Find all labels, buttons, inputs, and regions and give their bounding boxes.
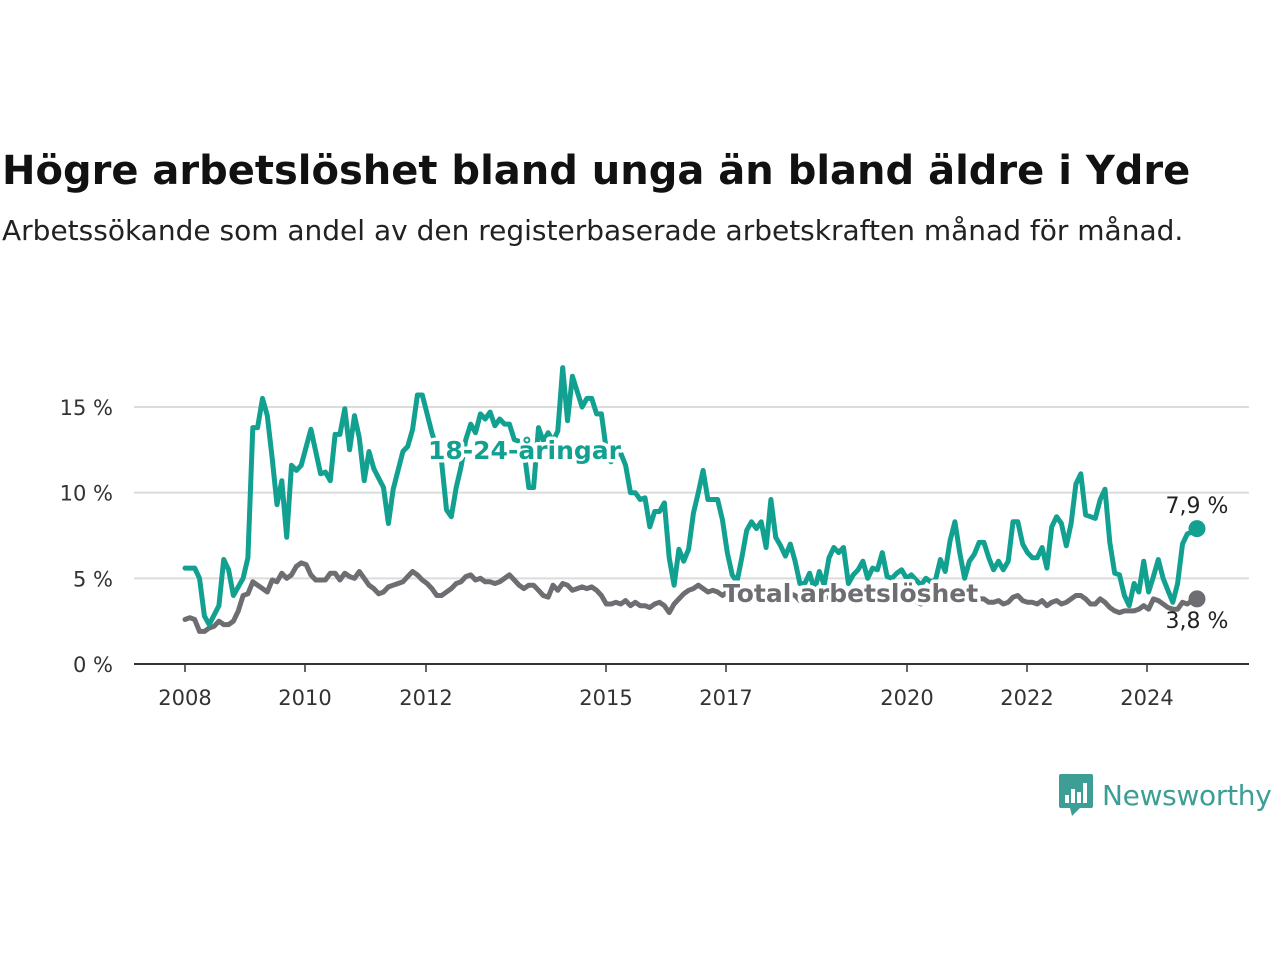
- newsworthy-logo: Newsworthy: [1058, 772, 1272, 818]
- x-tick-label: 2012: [399, 686, 452, 710]
- logo-text: Newsworthy: [1102, 778, 1272, 812]
- x-tick-label: 2010: [278, 686, 331, 710]
- x-tick-label: 2017: [699, 686, 752, 710]
- y-tick-label: 0 %: [73, 653, 113, 677]
- end-point-total: [1188, 590, 1206, 608]
- y-tick-label: 15 %: [60, 396, 113, 420]
- chart-subtitle: Arbetssökande som andel av den registerb…: [2, 214, 1184, 247]
- end-label-total: 3,8 %: [1166, 609, 1229, 634]
- y-tick-label: 10 %: [60, 482, 113, 506]
- series-label-18-24-halo: 18-24-åringar: [428, 436, 622, 465]
- x-tick-label: 2015: [579, 686, 632, 710]
- series-label-18-24: 18-24-åringar: [428, 436, 622, 465]
- chart-title: Högre arbetslöshet bland unga än bland ä…: [2, 148, 1191, 194]
- series-line-total: [182, 560, 1200, 634]
- y-tick-label: 5 %: [73, 567, 113, 591]
- series-label-total-halo: Total arbetslöshet: [723, 579, 978, 608]
- x-tick-label: 2024: [1120, 686, 1173, 710]
- series-line-18-24: [182, 365, 1200, 628]
- series-label-total: Total arbetslöshet: [723, 579, 978, 608]
- y-axis-tick-labels: 0 % 5 % 10 % 15 %: [60, 396, 113, 677]
- bar-chart-speech-bubble-icon: [1059, 774, 1093, 816]
- end-point-18-24: [1188, 520, 1206, 538]
- x-tick-label: 2020: [880, 686, 933, 710]
- line-chart: 0 %5 %10 %15 % 2008 2010 2012 2015 2017 2020 2…: [60, 365, 1249, 710]
- x-tick-label: 2008: [158, 686, 211, 710]
- x-tick-label: 2022: [1000, 686, 1053, 710]
- x-axis-tick-labels: 2008 2010 2012 2015 2017 2020 2022 2024: [158, 664, 1174, 710]
- series-lines: [182, 365, 1206, 634]
- end-label-18-24: 7,9 %: [1166, 494, 1229, 519]
